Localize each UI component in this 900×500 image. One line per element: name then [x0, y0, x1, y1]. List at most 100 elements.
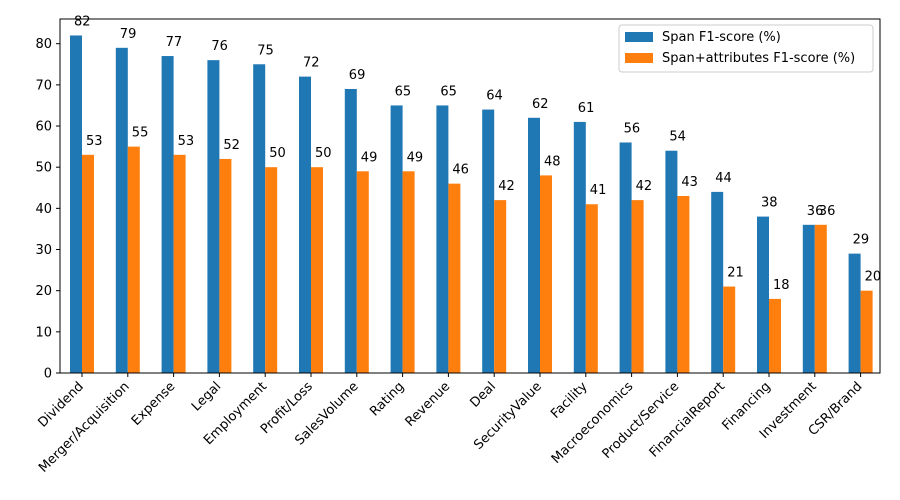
- bar-span-attributes-f1: [585, 204, 598, 373]
- data-label: 54: [669, 130, 686, 145]
- bar-span-f1: [528, 117, 540, 373]
- bar-span-attributes-f1: [82, 154, 94, 373]
- data-label: 46: [452, 163, 469, 178]
- bar-span-f1: [711, 191, 724, 373]
- legend: Span F1-score (%) Span+attributes F1-sco…: [618, 24, 874, 73]
- bar-span-attributes-f1: [860, 290, 873, 373]
- data-label: 77: [166, 35, 183, 50]
- data-label: 65: [440, 84, 457, 99]
- bar-span-attributes-f1: [127, 146, 140, 373]
- legend-swatch-span-attributes: [625, 53, 653, 63]
- data-label: 50: [315, 146, 332, 161]
- data-label: 18: [773, 278, 790, 293]
- bar-span-f1: [757, 216, 769, 373]
- bar-span-f1: [115, 47, 128, 373]
- data-label: 38: [761, 196, 778, 211]
- legend-swatch-span: [625, 32, 653, 42]
- bar-span-attributes-f1: [494, 200, 507, 373]
- legend-frame: [618, 24, 874, 73]
- x-tick-label: Deal: [467, 379, 499, 411]
- data-label: 82: [74, 14, 91, 29]
- bar-span-f1: [573, 121, 586, 373]
- bar-span-f1: [390, 105, 403, 373]
- x-tick-label: Macroeconomics: [549, 379, 637, 467]
- data-label: 36: [819, 204, 836, 219]
- y-tick-label: 40: [35, 202, 52, 217]
- data-label: 48: [544, 154, 561, 169]
- bar-span-attributes-f1: [448, 183, 461, 373]
- bar-span-f1: [848, 253, 861, 373]
- bar-span-attributes-f1: [219, 158, 232, 373]
- data-label: 69: [349, 68, 366, 83]
- data-label: 62: [532, 97, 549, 112]
- bar-span-f1: [299, 76, 311, 374]
- y-tick-label: 30: [35, 243, 52, 258]
- legend-label-span-attributes: Span+attributes F1-score (%): [662, 51, 855, 66]
- x-tick-label: Expense: [129, 379, 179, 429]
- x-tick-label: Product/Service: [600, 379, 683, 462]
- data-label: 36: [807, 204, 824, 219]
- data-label: 49: [361, 150, 378, 165]
- data-label: 75: [257, 43, 274, 58]
- x-tick-label: Legal: [189, 379, 224, 414]
- data-label: 53: [178, 134, 195, 149]
- y-tick-label: 60: [35, 120, 52, 135]
- data-label: 64: [486, 89, 503, 104]
- data-label: 44: [715, 171, 732, 186]
- data-label: 56: [624, 121, 641, 136]
- y-tick-label: 0: [44, 367, 52, 382]
- bar-span-attributes-f1: [723, 286, 736, 373]
- data-label: 50: [269, 146, 286, 161]
- bar-span-attributes-f1: [402, 171, 415, 373]
- bar-span-attributes-f1: [311, 167, 323, 373]
- y-tick-label: 10: [35, 325, 52, 340]
- bar-span-attributes-f1: [265, 167, 278, 373]
- bar-span-attributes-f1: [540, 175, 552, 373]
- data-label: 49: [407, 150, 424, 165]
- bar-span-attributes-f1: [173, 154, 186, 373]
- y-tick-label: 50: [35, 161, 52, 176]
- bar-span-f1: [161, 56, 174, 374]
- data-label: 20: [865, 270, 882, 285]
- data-label: 61: [578, 101, 595, 116]
- x-tick-label: Revenue: [403, 379, 454, 430]
- bar-span-f1: [619, 142, 632, 373]
- x-tick-label: Rating: [367, 379, 407, 419]
- data-label: 42: [498, 179, 515, 194]
- data-label: 76: [211, 39, 228, 54]
- data-label: 21: [727, 266, 744, 281]
- data-label: 41: [590, 183, 607, 198]
- x-tick-label: Merger/Acquisition: [36, 379, 133, 476]
- data-label: 29: [853, 233, 870, 248]
- data-label: 79: [120, 27, 137, 42]
- y-tick-label: 80: [35, 37, 52, 52]
- bar-span-f1: [436, 105, 449, 373]
- data-label: 65: [395, 84, 412, 99]
- bar-span-attributes-f1: [631, 200, 644, 373]
- data-label: 72: [303, 56, 320, 71]
- bar-span-attributes-f1: [769, 298, 781, 373]
- data-label: 53: [86, 134, 103, 149]
- bar-span-f1: [70, 35, 82, 373]
- data-label: 52: [223, 138, 240, 153]
- bar-span-f1: [802, 224, 815, 373]
- bar-span-f1: [482, 109, 495, 373]
- plot-frame: [59, 18, 881, 374]
- legend-label-span: Span F1-score (%): [662, 30, 781, 45]
- bars-layer: [70, 35, 873, 374]
- data-label: 43: [681, 175, 698, 190]
- bar-span-attributes-f1: [356, 171, 369, 373]
- y-tick-label: 20: [35, 284, 52, 299]
- bar-span-attributes-f1: [677, 196, 690, 373]
- y-axis: 0 10 20 30 40 50 60 70 80: [35, 37, 60, 382]
- bar-span-f1: [665, 150, 678, 373]
- x-tick-label: Facility: [548, 379, 591, 422]
- bar-span-attributes-f1: [814, 224, 827, 373]
- data-labels-layer: 82 79 77 76 75 72 69 65 65 64 62 61 56 54 44 38 36 29 53 55…: [74, 14, 881, 292]
- y-tick-label: 70: [35, 78, 52, 93]
- data-label: 42: [636, 179, 653, 194]
- data-label: 55: [132, 126, 149, 141]
